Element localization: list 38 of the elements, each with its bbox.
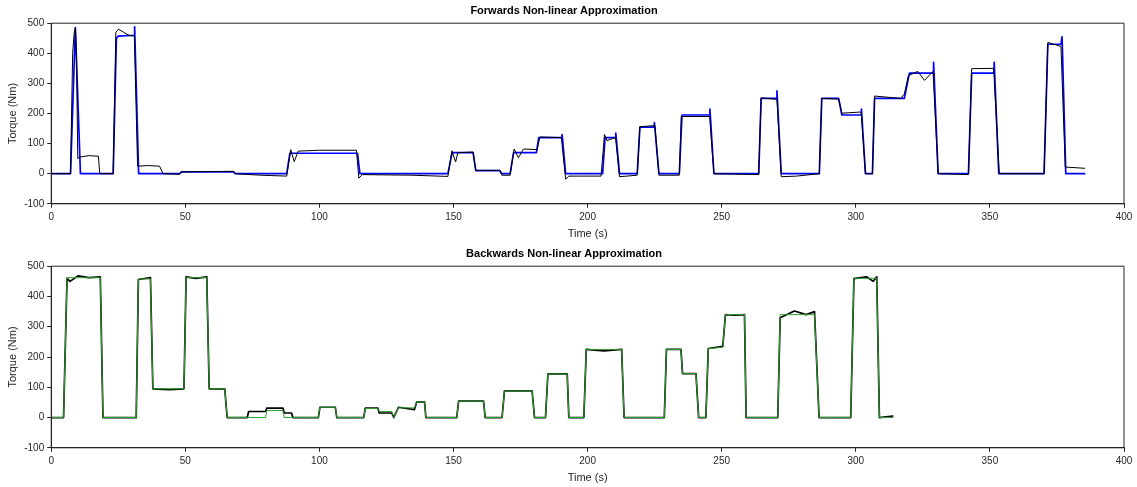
x-tick-label: 250 [713, 454, 731, 466]
y-tick-label: 300 [27, 320, 45, 332]
y-tick-label: 100 [27, 137, 45, 149]
y-tick-label: 100 [27, 381, 45, 393]
x-tick-label: 400 [1115, 210, 1133, 222]
x-tick-label: 0 [48, 210, 55, 222]
chart-title: Forwards Non-linear Approximation [470, 3, 658, 16]
x-tick-label: 300 [847, 454, 865, 466]
chart-title: Backwards Non-linear Approximation [466, 246, 663, 259]
x-tick-label: 100 [311, 210, 329, 222]
x-tick-label: 100 [311, 454, 329, 466]
y-tick-label: -100 [24, 441, 45, 453]
x-tick-label: 200 [579, 210, 597, 222]
y-tick-label: -100 [24, 197, 45, 209]
x-tick-label: 50 [179, 210, 192, 222]
y-tick-label: 400 [27, 290, 45, 302]
y-tick-label: 200 [27, 350, 45, 362]
y-tick-label: 500 [27, 16, 45, 28]
y-tick-label: 0 [38, 167, 45, 179]
y-tick-label: 500 [27, 259, 45, 271]
x-tick-label: 150 [445, 210, 463, 222]
x-tick-label: 350 [981, 454, 999, 466]
x-tick-label: 50 [179, 454, 192, 466]
x-tick-label: 200 [579, 454, 597, 466]
x-tick-label: 350 [981, 210, 999, 222]
x-tick-label: 150 [445, 454, 463, 466]
x-tick-label: 400 [1115, 454, 1133, 466]
x-axis-title: Time (s) [567, 471, 608, 484]
y-tick-label: 300 [27, 77, 45, 89]
y-tick-label: 200 [27, 107, 45, 119]
y-axis-title: Torque (Nm) [5, 326, 18, 388]
x-tick-label: 300 [847, 210, 865, 222]
y-axis-title: Torque (Nm) [5, 82, 18, 145]
y-tick-label: 0 [38, 411, 45, 423]
x-tick-label: 0 [48, 454, 55, 466]
x-tick-label: 250 [713, 210, 731, 222]
x-axis-title: Time (s) [567, 227, 608, 240]
y-tick-label: 400 [27, 47, 45, 59]
